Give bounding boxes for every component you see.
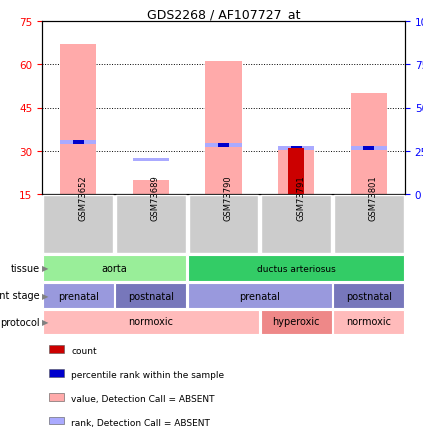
Text: percentile rank within the sample: percentile rank within the sample [71, 370, 224, 379]
Bar [133, 158, 169, 162]
Bar [43, 310, 259, 334]
Text: GSM73689: GSM73689 [151, 175, 160, 220]
Text: GSM73652: GSM73652 [78, 175, 87, 220]
Text: postnatal: postnatal [346, 291, 392, 301]
Bar [49, 393, 64, 401]
Bar [363, 147, 374, 150]
Text: count: count [71, 347, 97, 355]
Text: normoxic: normoxic [346, 317, 391, 327]
Text: ductus arteriosus: ductus arteriosus [257, 264, 335, 273]
Bar [133, 180, 169, 194]
Text: GSM73791: GSM73791 [296, 175, 305, 220]
Bar [49, 369, 64, 377]
Bar [43, 255, 187, 282]
Bar [189, 196, 258, 253]
Bar [60, 45, 96, 194]
Text: aorta: aorta [102, 263, 127, 273]
Bar [261, 196, 331, 253]
Text: protocol: protocol [0, 317, 40, 327]
Bar [49, 417, 64, 424]
Bar [291, 147, 302, 150]
Text: GSM73801: GSM73801 [369, 175, 378, 220]
Text: ▶: ▶ [42, 264, 49, 273]
Text: rank, Detection Call = ABSENT: rank, Detection Call = ABSENT [71, 418, 210, 427]
Text: GDS2268 / AF107727_at: GDS2268 / AF107727_at [147, 8, 300, 21]
Text: ▶: ▶ [42, 291, 49, 300]
Bar [44, 196, 113, 253]
Bar [116, 196, 186, 253]
Text: ▶: ▶ [42, 317, 49, 326]
Bar [333, 283, 404, 309]
Bar [73, 141, 84, 145]
Bar [115, 283, 187, 309]
Bar [43, 283, 114, 309]
Text: value, Detection Call = ABSENT: value, Detection Call = ABSENT [71, 394, 214, 403]
Bar [334, 196, 404, 253]
Bar [205, 144, 242, 148]
Bar [278, 147, 314, 150]
Bar [60, 141, 96, 145]
Text: development stage: development stage [0, 291, 40, 301]
Text: prenatal: prenatal [239, 291, 280, 301]
Text: GSM73790: GSM73790 [223, 175, 233, 220]
Text: postnatal: postnatal [128, 291, 174, 301]
Bar [333, 310, 404, 334]
Bar [205, 62, 242, 194]
Bar [188, 283, 332, 309]
Bar [278, 148, 314, 194]
Bar [49, 345, 64, 353]
Text: tissue: tissue [11, 263, 40, 273]
Text: normoxic: normoxic [129, 317, 173, 327]
Bar [351, 147, 387, 150]
Bar [218, 144, 229, 148]
Text: prenatal: prenatal [58, 291, 99, 301]
Bar [288, 148, 304, 194]
Text: hyperoxic: hyperoxic [272, 317, 320, 327]
Bar [351, 94, 387, 194]
Bar [261, 310, 332, 334]
Bar [188, 255, 404, 282]
